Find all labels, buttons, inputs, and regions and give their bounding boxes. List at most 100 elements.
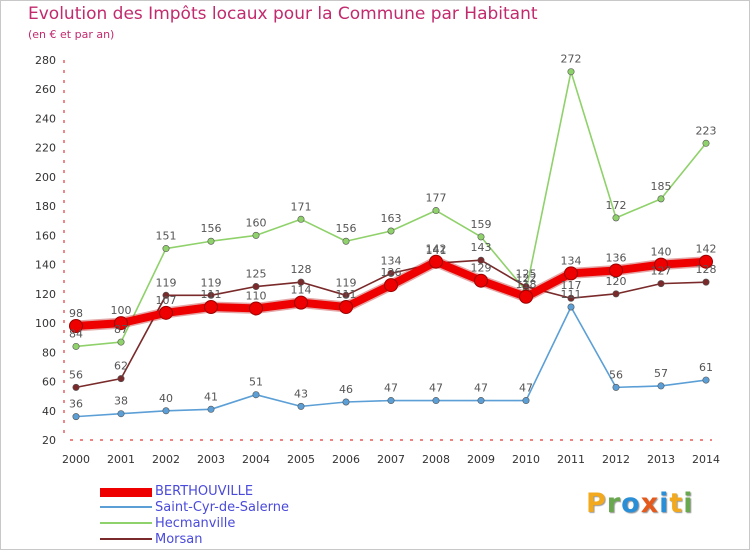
point-morsan xyxy=(657,280,665,288)
data-label-saint-cyr-de-salerne: 111 xyxy=(561,288,582,301)
legend-label-morsan: Morsan xyxy=(155,532,203,547)
point-hecmanville xyxy=(117,338,125,346)
x-tick-label: 2009 xyxy=(467,453,495,466)
data-label-saint-cyr-de-salerne: 47 xyxy=(519,382,533,395)
logo-letter: r xyxy=(606,488,622,519)
series-hecmanville xyxy=(72,68,710,350)
logo-letter: t xyxy=(669,488,684,519)
point-saint-cyr-de-salerne xyxy=(207,405,215,413)
legend-swatch-berthouville xyxy=(100,488,152,497)
point-berthouville xyxy=(159,305,173,320)
point-berthouville xyxy=(699,254,713,269)
data-label-berthouville: 118 xyxy=(516,278,537,291)
data-labels-layer: 84 87 151 156 160 171 156 163 177 159 122 272 172 185… xyxy=(69,53,717,411)
data-label-hecmanville: 171 xyxy=(291,200,312,213)
x-tick-label: 2000 xyxy=(62,453,90,466)
x-tick-label: 2002 xyxy=(152,453,180,466)
data-label-morsan: 120 xyxy=(606,275,627,288)
data-label-morsan: 117 xyxy=(561,279,582,292)
point-morsan xyxy=(702,278,710,286)
point-morsan xyxy=(297,278,305,286)
data-label-berthouville: 142 xyxy=(426,243,447,256)
data-label-hecmanville: 87 xyxy=(114,323,128,336)
point-hecmanville xyxy=(162,245,170,253)
point-hecmanville xyxy=(297,215,305,223)
point-saint-cyr-de-salerne xyxy=(432,397,440,405)
point-hecmanville xyxy=(432,207,440,215)
y-tick-label: 140 xyxy=(35,259,56,272)
data-label-berthouville: 134 xyxy=(561,254,582,267)
data-label-morsan: 119 xyxy=(156,276,177,289)
legend-swatch-hecmanville xyxy=(100,522,152,524)
y-tick-label: 200 xyxy=(35,171,56,184)
data-label-saint-cyr-de-salerne: 38 xyxy=(114,395,128,408)
y-tick-label: 180 xyxy=(35,200,56,213)
data-label-hecmanville: 185 xyxy=(651,180,672,193)
legend-label-berthouville: BERTHOUVILLE xyxy=(155,484,254,499)
data-label-berthouville: 107 xyxy=(156,294,177,307)
data-label-saint-cyr-de-salerne: 47 xyxy=(474,382,488,395)
x-tick-label: 2003 xyxy=(197,453,225,466)
point-hecmanville xyxy=(567,68,575,76)
point-saint-cyr-de-salerne xyxy=(567,303,575,311)
legend-swatch-saint-cyr-de-salerne xyxy=(100,506,152,508)
logo-letter: P xyxy=(586,488,607,519)
data-label-morsan: 128 xyxy=(291,263,312,276)
series-layer xyxy=(69,68,713,421)
point-morsan xyxy=(117,375,125,383)
point-berthouville xyxy=(249,301,263,316)
point-saint-cyr-de-salerne xyxy=(162,407,170,415)
y-tick-label: 220 xyxy=(35,142,56,155)
data-label-morsan: 143 xyxy=(471,241,492,254)
data-label-hecmanville: 84 xyxy=(69,327,83,340)
point-hecmanville xyxy=(612,214,620,222)
point-saint-cyr-de-salerne xyxy=(477,397,485,405)
data-label-hecmanville: 156 xyxy=(336,222,357,235)
data-label-saint-cyr-de-salerne: 51 xyxy=(249,376,263,389)
y-tick-label: 20 xyxy=(42,434,56,447)
logo-letter: o xyxy=(621,488,641,519)
data-label-berthouville: 126 xyxy=(381,266,402,279)
data-label-morsan: 125 xyxy=(246,268,267,281)
series-morsan xyxy=(72,256,710,391)
data-label-hecmanville: 160 xyxy=(246,216,267,229)
point-hecmanville xyxy=(252,231,260,239)
x-tick-label: 2011 xyxy=(557,453,585,466)
data-label-morsan: 125 xyxy=(516,268,537,281)
point-berthouville xyxy=(384,278,398,293)
x-tick-label: 2010 xyxy=(512,453,540,466)
x-tick-label: 2006 xyxy=(332,453,360,466)
data-label-berthouville: 114 xyxy=(291,284,312,297)
x-tick-label: 2007 xyxy=(377,453,405,466)
point-morsan xyxy=(207,291,215,299)
data-label-saint-cyr-de-salerne: 47 xyxy=(384,382,398,395)
data-label-morsan: 56 xyxy=(69,368,83,381)
point-berthouville xyxy=(339,300,353,314)
point-saint-cyr-de-salerne xyxy=(387,397,395,405)
data-label-berthouville: 110 xyxy=(246,289,267,302)
data-label-morsan: 141 xyxy=(426,244,447,257)
y-tick-label: 40 xyxy=(42,405,56,418)
data-label-hecmanville: 156 xyxy=(201,222,222,235)
y-tick-label: 260 xyxy=(35,83,56,96)
logo-letter: i xyxy=(659,488,670,519)
point-morsan xyxy=(567,294,575,302)
data-label-morsan: 134 xyxy=(381,254,402,267)
data-label-berthouville: 136 xyxy=(606,251,627,264)
data-label-hecmanville: 122 xyxy=(516,272,537,285)
legend-label-hecmanville: Hecmanville xyxy=(155,516,236,531)
point-saint-cyr-de-salerne xyxy=(297,402,305,410)
point-morsan xyxy=(522,283,530,291)
point-berthouville xyxy=(294,295,308,310)
point-hecmanville xyxy=(387,227,395,235)
point-saint-cyr-de-salerne xyxy=(612,383,620,391)
x-tick-label: 2001 xyxy=(107,453,135,466)
data-label-berthouville: 142 xyxy=(696,243,717,256)
legend-label-saint-cyr-de-salerne: Saint-Cyr-de-Salerne xyxy=(155,500,289,515)
y-tick-label: 60 xyxy=(42,376,56,389)
y-tick-label: 160 xyxy=(35,229,56,242)
data-label-hecmanville: 172 xyxy=(606,199,627,212)
proxiti-logo: Proxiti xyxy=(586,488,694,519)
